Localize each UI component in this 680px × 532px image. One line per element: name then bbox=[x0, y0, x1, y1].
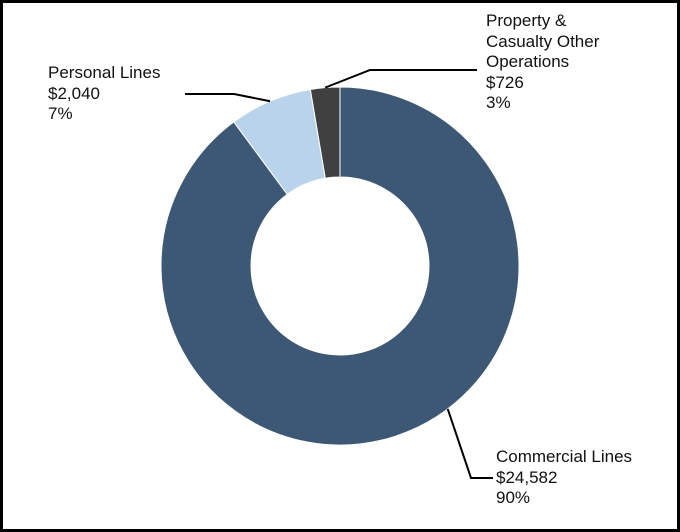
slice-personal-lines bbox=[233, 88, 326, 196]
label-property-casualty-value: $726 bbox=[486, 72, 524, 92]
slices-layer bbox=[160, 86, 520, 446]
label-personal-lines-value: $2,040 bbox=[48, 83, 100, 103]
leader-commercial-lines bbox=[446, 408, 493, 479]
label-property-casualty-percent: 3% bbox=[486, 93, 511, 112]
label-personal-lines-name: Personal Lines bbox=[48, 63, 161, 82]
leader-lines-layer bbox=[185, 69, 493, 479]
slice-commercial-lines bbox=[160, 86, 520, 446]
label-property-casualty-line-2: Casualty Other bbox=[486, 31, 600, 51]
label-property-casualty-line-1: Property & bbox=[486, 11, 567, 30]
donut-chart bbox=[160, 69, 520, 479]
label-property-casualty: Property & Casualty Other Operations $72… bbox=[486, 11, 599, 114]
label-commercial-lines: Commercial Lines $24,582 90% bbox=[496, 447, 632, 509]
label-personal-lines: Personal Lines $2,040 7% bbox=[48, 63, 160, 125]
label-commercial-lines-name: Commercial Lines bbox=[496, 447, 633, 466]
label-personal-lines-percent: 7% bbox=[48, 104, 73, 123]
leader-personal-lines bbox=[185, 93, 271, 103]
label-commercial-lines-percent: 90% bbox=[496, 488, 531, 507]
label-commercial-lines-value: $24,582 bbox=[496, 467, 558, 487]
label-property-casualty-line-3: Operations bbox=[486, 52, 570, 71]
leader-property-casualty bbox=[324, 69, 477, 89]
